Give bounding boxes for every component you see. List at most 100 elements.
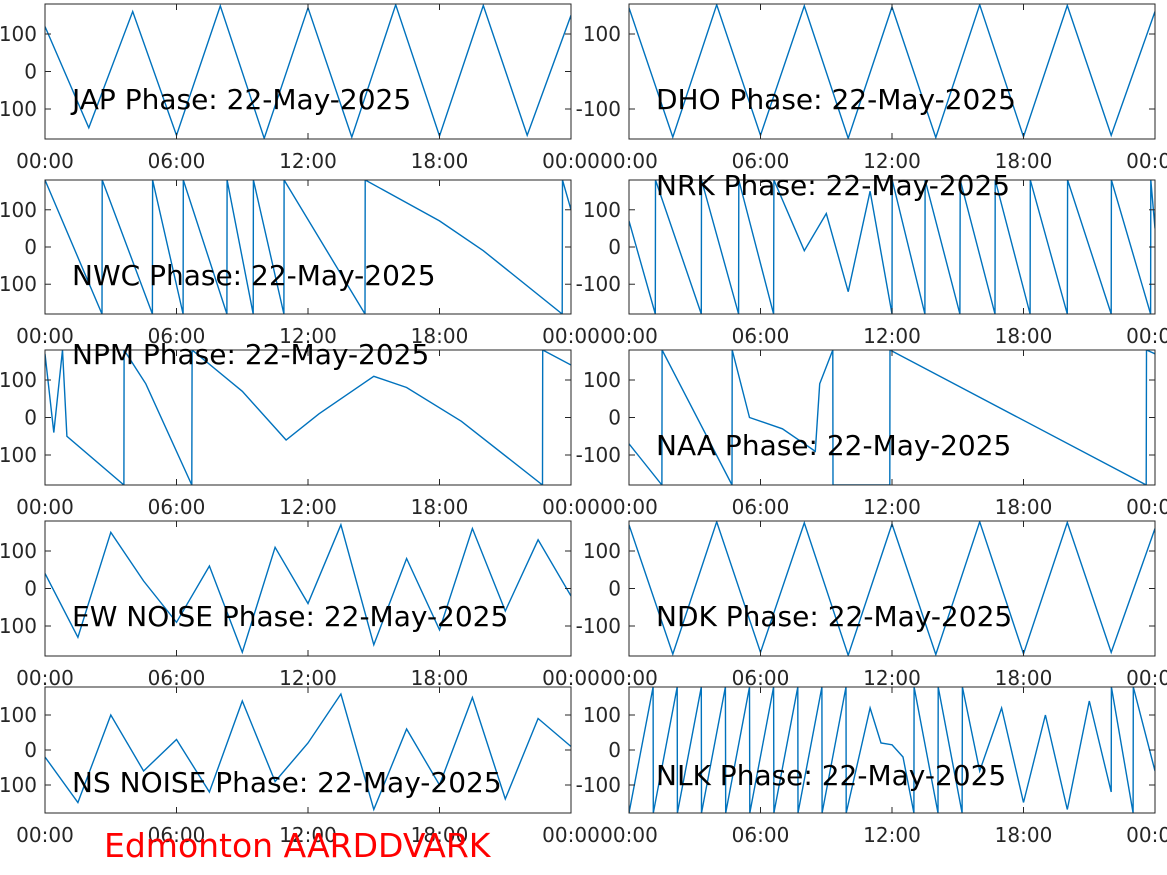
y-tick-label: 100: [0, 198, 37, 222]
y-tick-label: 0: [24, 60, 37, 84]
series-line: [629, 180, 1155, 314]
chart-title: NPM Phase: 22-May-2025: [72, 338, 429, 371]
y-tick-label: 0: [608, 406, 621, 430]
x-tick-label: 00:00: [16, 149, 74, 173]
series-line: [45, 522, 571, 655]
axes-box: [44, 520, 572, 657]
chart-title: NWC Phase: 22-May-2025: [72, 259, 436, 292]
y-tick-label: -100: [576, 614, 621, 638]
y-tick-label: -100: [576, 272, 621, 296]
y-tick-label: 0: [608, 235, 621, 259]
x-tick-label: 00:00: [600, 324, 658, 348]
chart-panel-ns-noise: 100 0 -100 00:00 06:00 12:00 18:00 00:00 NS NOIS…: [0, 686, 600, 847]
chart-title: NDK Phase: 22-May-2025: [656, 600, 1012, 633]
series-line: [629, 521, 1155, 656]
y-tick-label: -100: [0, 773, 37, 797]
x-tick-label: 18:00: [995, 495, 1053, 519]
figure-footer-label: Edmonton AARDDVARK: [104, 826, 491, 865]
y-tick-label: 0: [24, 235, 37, 259]
chart-title: NAA Phase: 22-May-2025: [656, 429, 1011, 462]
y-tick-label: 0: [24, 577, 37, 601]
chart-title: DHO Phase: 22-May-2025: [656, 83, 1016, 116]
x-tick-label: 12:00: [279, 823, 337, 847]
x-tick-label: 06:00: [732, 823, 790, 847]
x-tick-label: 12:00: [863, 666, 921, 690]
x-tick-label: 00:00: [600, 149, 658, 173]
x-tick-label: 18:00: [995, 149, 1053, 173]
axes-box: [628, 3, 1156, 140]
chart-panel-nrk: 100 0 -100 00:00 06:00 12:00 18:00 00:00 NRK Pha…: [576, 169, 1167, 348]
chart-panel-ndk: 100 0 -100 00:00 06:00 12:00 18:00 00:00 NDK Pha…: [576, 520, 1167, 690]
y-tick-label: 0: [24, 738, 37, 762]
x-tick-label: 06:00: [148, 149, 206, 173]
x-tick-label: 18:00: [411, 149, 469, 173]
x-tick-label: 06:00: [732, 666, 790, 690]
x-tick-label: 06:00: [732, 495, 790, 519]
x-tick-label: 00:00: [1126, 495, 1167, 519]
series-line: [629, 350, 1155, 485]
x-tick-label: 18:00: [411, 324, 469, 348]
x-tick-label: 00:00: [600, 823, 658, 847]
x-tick-label: 00:00: [1126, 324, 1167, 348]
chart-title: JAP Phase: 22-May-2025: [70, 83, 411, 116]
x-tick-label: 12:00: [279, 324, 337, 348]
x-tick-label: 06:00: [148, 823, 206, 847]
chart-panel-ew-noise: 100 0 -100 00:00 06:00 12:00 18:00 00:00 EW NOIS…: [0, 520, 600, 690]
x-tick-label: 00:00: [16, 495, 74, 519]
x-tick-label: 06:00: [148, 666, 206, 690]
y-tick-label: 0: [24, 406, 37, 430]
series-line: [45, 692, 571, 812]
x-tick-label: 12:00: [863, 324, 921, 348]
axes-box: [628, 349, 1156, 486]
y-tick-label: -100: [0, 272, 37, 296]
y-tick-label: 100: [583, 22, 621, 46]
x-tick-label: 12:00: [863, 495, 921, 519]
axes-box: [628, 686, 1156, 814]
y-tick-label: 100: [583, 368, 621, 392]
x-tick-label: 06:00: [732, 324, 790, 348]
x-tick-label: 12:00: [863, 149, 921, 173]
chart-panel-dho: 100 -100 00:00 06:00 12:00 18:00 00:00 DHO Phas…: [576, 3, 1167, 173]
x-tick-label: 12:00: [279, 666, 337, 690]
x-tick-label: 18:00: [411, 666, 469, 690]
x-tick-label: 00:00: [542, 495, 600, 519]
x-tick-label: 18:00: [995, 666, 1053, 690]
y-tick-label: -100: [576, 443, 621, 467]
y-tick-label: 100: [583, 198, 621, 222]
y-tick-label: 100: [0, 703, 37, 727]
chart-panel-nlk: 100 0 -100 00:00 06:00 12:00 18:00 00:00 NLK Pha…: [576, 686, 1167, 847]
axes-box: [44, 179, 572, 315]
chart-title: NS NOISE Phase: 22-May-2025: [72, 766, 502, 799]
x-tick-label: 00:00: [1126, 666, 1167, 690]
series-line: [629, 687, 1155, 813]
y-tick-label: 0: [608, 738, 621, 762]
x-tick-label: 00:00: [542, 823, 600, 847]
x-tick-label: 00:00: [1126, 149, 1167, 173]
y-tick-label: -100: [576, 97, 621, 121]
y-tick-label: -100: [0, 614, 37, 638]
x-tick-label: 06:00: [148, 324, 206, 348]
x-tick-label: 06:00: [148, 495, 206, 519]
y-tick-label: -100: [576, 773, 621, 797]
x-tick-label: 00:00: [542, 149, 600, 173]
chart-panel-naa: 100 0 -100 00:00 06:00 12:00 18:00 00:00 NAA Pha…: [576, 349, 1167, 519]
chart-title: NLK Phase: 22-May-2025: [656, 759, 1006, 792]
x-tick-label: 00:00: [600, 666, 658, 690]
y-tick-label: 100: [583, 539, 621, 563]
chart-panel-nwc: 100 0 -100 00:00 06:00 12:00 18:00 00:00 NWC Pha…: [0, 179, 600, 348]
y-tick-label: 100: [0, 539, 37, 563]
x-tick-label: 00:00: [16, 666, 74, 690]
x-tick-label: 18:00: [411, 495, 469, 519]
y-tick-label: 100: [0, 22, 37, 46]
y-tick-label: -100: [0, 443, 37, 467]
axes-box: [44, 3, 572, 140]
chart-title: EW NOISE Phase: 22-May-2025: [72, 600, 508, 633]
x-tick-label: 18:00: [411, 823, 469, 847]
x-tick-label: 00:00: [542, 324, 600, 348]
axes-box: [628, 520, 1156, 657]
chart-panel-jap: 100 0 -100 00:00 06:00 12:00 18:00 00:00 JAP Pha…: [0, 3, 600, 173]
x-tick-label: 00:00: [600, 495, 658, 519]
y-tick-label: 100: [583, 703, 621, 727]
y-tick-label: 0: [608, 577, 621, 601]
